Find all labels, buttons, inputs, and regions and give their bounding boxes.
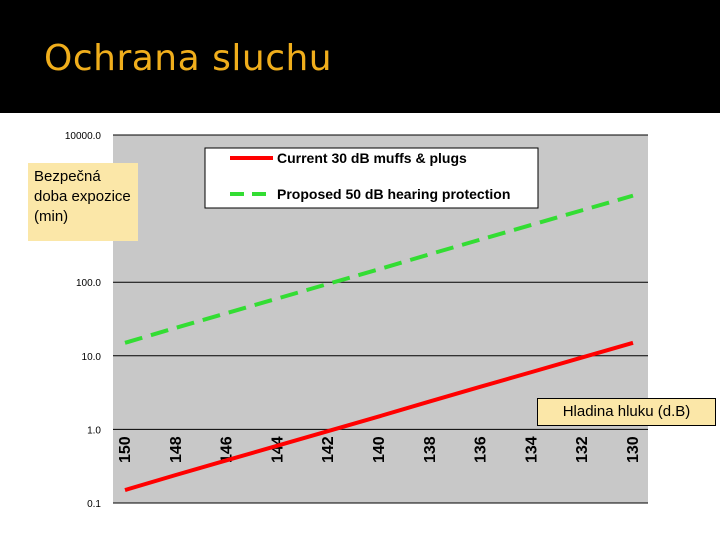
legend-label-1: Current 30 dB muffs & plugs [277, 150, 467, 166]
y-tick-label: 0.1 [87, 499, 101, 510]
data-point [428, 252, 432, 256]
data-point [529, 223, 533, 227]
line-chart: 10000.0 100.0 10.0 1.0 0.1 150 148 146 144 142 140… [65, 131, 648, 510]
data-point [326, 429, 330, 433]
data-point [580, 355, 584, 359]
slide-title: Ochrana sluchu [44, 38, 333, 79]
data-point [580, 208, 584, 212]
data-point [275, 297, 279, 301]
data-point [225, 458, 229, 462]
x-tick-label: 132 [574, 436, 591, 463]
data-point [377, 267, 381, 271]
x-tick-label: 138 [422, 436, 439, 463]
y-tick-label: 10000.0 [65, 131, 102, 142]
legend-label-2: Proposed 50 dB hearing protection [277, 186, 510, 202]
data-point [174, 326, 178, 330]
x-tick-label: 140 [371, 436, 388, 463]
x-axis-title: Hladina hluku (d.B) [537, 398, 716, 426]
x-tick-label: 146 [219, 436, 236, 463]
data-point [275, 444, 279, 448]
x-tick-label: 130 [625, 436, 642, 463]
x-tick-label: 144 [269, 436, 286, 463]
x-tick-label: 148 [168, 436, 185, 463]
x-tick-label: 136 [473, 436, 490, 463]
series-line-2 [124, 193, 634, 345]
x-tick-label: 150 [117, 436, 134, 463]
data-point [326, 282, 330, 286]
data-point [123, 341, 127, 345]
data-point [174, 473, 178, 477]
data-point [631, 194, 635, 198]
data-point [225, 311, 229, 315]
data-point [123, 488, 127, 492]
y-tick-label: 100.0 [76, 278, 101, 289]
x-tick-label: 142 [320, 436, 337, 463]
data-point [377, 414, 381, 418]
chart-panel: 10000.0 100.0 10.0 1.0 0.1 150 148 146 144 142 140… [0, 113, 720, 540]
x-tick-label: 134 [523, 436, 540, 463]
data-point [631, 341, 635, 345]
data-point [479, 238, 483, 242]
series-line-1 [124, 340, 634, 492]
data-point [428, 399, 432, 403]
y-tick-label: 1.0 [87, 425, 101, 436]
y-tick-label: 10.0 [82, 352, 102, 363]
y-axis-title: Bezpečná doba expozice (min) [28, 163, 138, 241]
data-point [529, 370, 533, 374]
data-point [479, 385, 483, 389]
